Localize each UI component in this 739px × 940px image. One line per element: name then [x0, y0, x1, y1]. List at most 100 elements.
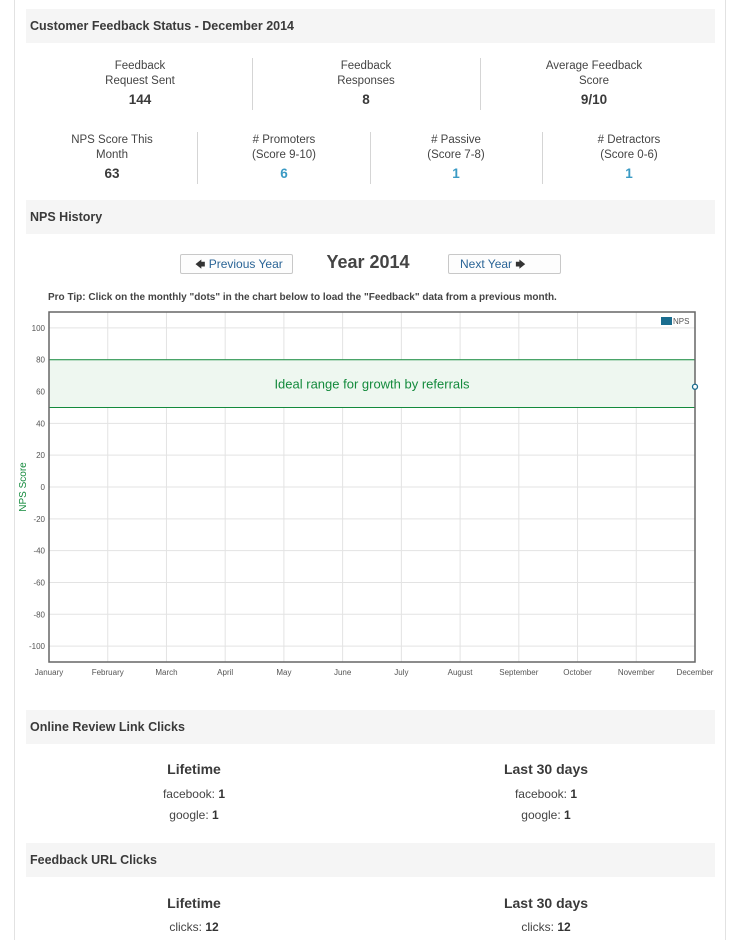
y-axis-label: NPS Score — [18, 462, 29, 512]
row-value: 1 — [564, 808, 571, 822]
divider — [542, 132, 543, 184]
divider — [370, 132, 371, 184]
online-review-last30-facebook: facebook: 1 — [446, 787, 646, 801]
divider — [480, 58, 481, 110]
nps-history-chart: 100 80 60 40 20 0 -20 -40 -60 -80 -100 Ideal range … — [18, 311, 714, 677]
stat-value: 63 — [104, 166, 120, 181]
x-tick-label: September — [499, 668, 538, 677]
online-review-header: Online Review Link Clicks — [26, 710, 715, 744]
online-review-last30-google: google: 1 — [446, 808, 646, 822]
x-tick-label: November — [618, 668, 655, 677]
stat-value: 144 — [128, 92, 152, 107]
x-tick-label: March — [155, 668, 177, 677]
stat-requests-sent: Feedback Request Sent 144 — [60, 59, 220, 107]
feedback-url-last30-heading: Last 30 days — [503, 895, 589, 911]
online-review-last30-heading: Last 30 days — [503, 761, 589, 777]
x-tick-label: October — [563, 668, 592, 677]
y-tick-label: 0 — [41, 483, 46, 492]
y-tick-label: 40 — [36, 419, 45, 428]
stat-label: # Detractors — [597, 134, 661, 146]
stat-label: NPS Score This — [71, 134, 153, 146]
ideal-range-label: Ideal range for growth by referrals — [274, 377, 470, 392]
stat-label: (Score 7-8) — [427, 149, 485, 161]
x-tick-label: July — [394, 668, 408, 677]
right-border — [725, 0, 726, 940]
divider — [252, 58, 253, 110]
y-tick-label: -40 — [33, 547, 45, 556]
x-tick-label: February — [92, 668, 124, 677]
ideal-range-band — [49, 359, 695, 408]
legend-swatch — [661, 317, 672, 325]
stat-label: Month — [96, 149, 128, 161]
stat-passive: # Passive (Score 7-8) 1 — [386, 133, 526, 181]
row-key: google: — [521, 808, 561, 822]
stat-label: Feedback — [114, 60, 166, 72]
plot-border — [48, 311, 696, 663]
status-header: Customer Feedback Status - December 2014 — [26, 9, 715, 43]
stat-detractors: # Detractors (Score 0-6) 1 — [559, 133, 699, 181]
stat-label: (Score 9-10) — [252, 149, 316, 161]
arrow-right-icon: 🡆 — [515, 260, 526, 271]
x-tick-label: April — [217, 668, 233, 677]
y-tick-label: -20 — [33, 515, 45, 524]
stat-value: 9/10 — [580, 92, 608, 107]
row-value: 12 — [205, 920, 219, 934]
stat-label: # Passive — [431, 134, 481, 146]
feedback-url-lifetime-heading: Lifetime — [167, 895, 221, 911]
row-value: 12 — [557, 920, 571, 934]
stat-responses: Feedback Responses 8 — [286, 59, 446, 107]
stat-label: Feedback — [340, 60, 392, 72]
feedback-url-header: Feedback URL Clicks — [26, 843, 715, 877]
stat-nps-score: NPS Score This Month 63 — [42, 133, 182, 181]
stat-label: (Score 0-6) — [600, 149, 658, 161]
stat-value: 8 — [362, 92, 370, 107]
x-tick-label: August — [448, 668, 474, 677]
online-review-lifetime-heading: Lifetime — [167, 761, 221, 777]
row-value: 1 — [570, 787, 578, 801]
y-tick-label: -80 — [33, 610, 45, 619]
x-tick-label: May — [276, 668, 291, 677]
stat-average-score: Average Feedback Score 9/10 — [514, 59, 674, 107]
stat-label: Score — [578, 75, 610, 87]
nps-data-point[interactable] — [691, 383, 699, 390]
divider — [197, 132, 198, 184]
y-tick-label: -60 — [33, 578, 45, 587]
previous-year-label: Previous Year — [208, 257, 283, 271]
legend-label: NPS — [673, 317, 689, 326]
y-tick-label: 60 — [36, 388, 45, 397]
y-tick-label: 100 — [32, 324, 46, 333]
row-value: 1 — [218, 787, 226, 801]
online-review-lifetime-google: google: 1 — [94, 808, 294, 822]
feedback-url-lifetime-clicks: clicks: 12 — [94, 920, 294, 934]
row-key: clicks: — [521, 920, 554, 934]
stat-label: Responses — [337, 75, 395, 87]
stat-promoters: # Promoters (Score 9-10) 6 — [214, 133, 354, 181]
x-tick-label: June — [334, 668, 352, 677]
stat-label: Average Feedback — [545, 60, 643, 72]
detractors-count-link[interactable]: 1 — [625, 166, 633, 181]
promoters-count-link[interactable]: 6 — [280, 166, 288, 181]
nps-history-header: NPS History — [26, 200, 715, 234]
x-tick-label: December — [677, 668, 714, 677]
feedback-url-last30-clicks: clicks: 12 — [446, 920, 646, 934]
y-tick-label: -100 — [29, 642, 46, 651]
y-tick-label: 80 — [36, 356, 45, 365]
y-tick-label: 20 — [36, 451, 45, 460]
x-tick-label: January — [35, 668, 63, 677]
row-value: 1 — [212, 808, 219, 822]
pro-tip: Pro Tip: Click on the monthly "dots" in … — [48, 292, 557, 303]
next-year-button[interactable]: Next Year 🡆 — [448, 254, 561, 274]
row-key: facebook: — [514, 787, 567, 801]
next-year-label: Next Year — [460, 257, 513, 271]
stat-label: Request Sent — [105, 75, 175, 87]
row-key: facebook: — [162, 787, 215, 801]
stat-label: # Promoters — [252, 134, 316, 146]
online-review-lifetime-facebook: facebook: 1 — [94, 787, 294, 801]
left-border — [14, 0, 15, 940]
arrow-left-icon: 🡄 — [195, 260, 206, 271]
passive-count-link[interactable]: 1 — [452, 166, 460, 181]
row-key: google: — [169, 808, 209, 822]
previous-year-button[interactable]: 🡄 Previous Year — [180, 254, 293, 274]
year-title: Year 2014 — [326, 252, 410, 272]
